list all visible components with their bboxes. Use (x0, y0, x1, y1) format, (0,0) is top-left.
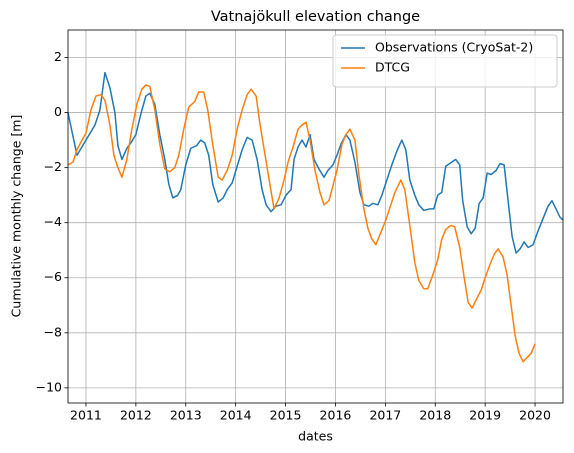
y-axis-label: Cumulative monthly change [m] (9, 115, 24, 318)
x-tick-label: 2020 (519, 408, 551, 423)
y-tick-label: −10 (36, 379, 62, 394)
y-tick-label: −8 (44, 324, 62, 339)
plot-lines (67, 71, 564, 363)
x-tick-label: 2011 (70, 408, 102, 423)
y-tick-label: −4 (44, 214, 62, 229)
x-axis-label: dates (298, 429, 333, 444)
x-tick-label: 2017 (369, 408, 401, 423)
y-tick-label: 0 (54, 104, 62, 119)
legend-label: DTCG (375, 60, 410, 75)
legend-box (332, 34, 558, 88)
x-tick-label: 2018 (419, 408, 451, 423)
grid (68, 30, 563, 403)
y-tick-label: −6 (44, 269, 62, 284)
x-tick-label: 2012 (120, 408, 152, 423)
x-tick-label: 2016 (320, 408, 352, 423)
series-line (67, 71, 564, 254)
chart-title: Vatnajökull elevation change (211, 9, 420, 25)
x-tick-label: 2019 (469, 408, 501, 423)
x-tick-label: 2014 (220, 408, 252, 423)
y-tick-label: 2 (54, 49, 62, 64)
legend: Observations (CryoSat-2) DTCG (332, 34, 558, 88)
legend-label: Observations (CryoSat-2) (375, 40, 533, 55)
y-tick-label: −2 (44, 159, 62, 174)
ticks: 2011 2012 2013 2014 2015 2016 2017 2018 2019 2020… (36, 49, 551, 422)
series-line (67, 84, 536, 363)
x-tick-label: 2015 (270, 408, 302, 423)
x-tick-label: 2013 (170, 408, 202, 423)
plot-frame (67, 29, 564, 404)
